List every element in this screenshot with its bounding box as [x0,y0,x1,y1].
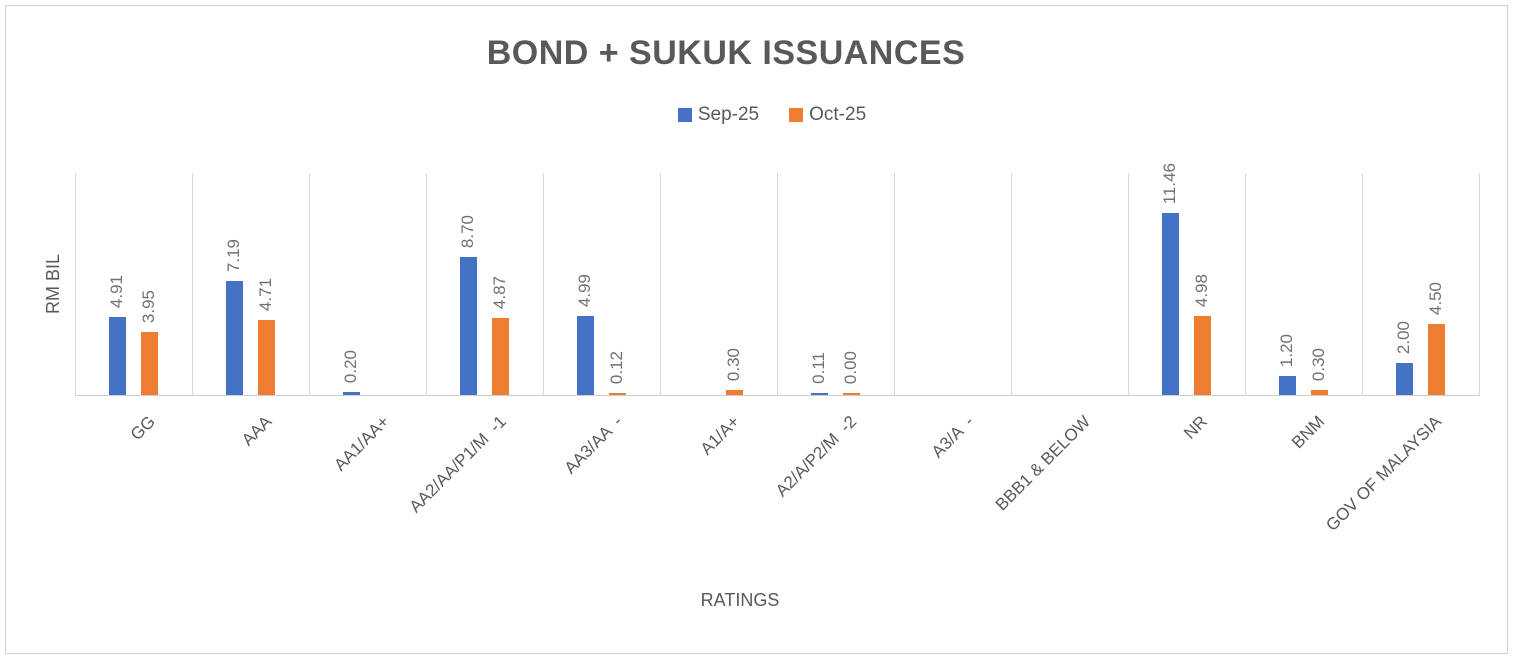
bar-oct-25-gov-of-malaysia [1428,324,1445,395]
y-axis-title-text: RM BIL [42,253,63,314]
gridline [75,173,76,395]
gridline [1011,173,1012,395]
bar-sep-25-aaa [226,281,243,395]
value-label-sep-25-a2-a-p2-m-2: 0.11 [809,352,828,384]
chart-title: BOND + SUKUK ISSUANCES [486,34,966,72]
value-label-sep-25-aaa: 7.19 [224,238,243,272]
value-label-oct-25-gov-of-malaysia: 4.50 [1426,281,1445,315]
bar-oct-25-aa2-aa-p1-m-1 [492,318,509,395]
x-axis-title: RATINGS [700,590,780,610]
value-label-sep-25-bnm: 1.20 [1277,333,1296,367]
gridline [543,173,544,395]
value-label-oct-25-aa2-aa-p1-m-1: 4.87 [490,275,509,309]
gridline [894,173,895,395]
legend: Sep-25 Oct-25 [31,104,1513,126]
gridline [1245,173,1246,395]
bar-oct-25-nr [1194,316,1211,395]
gridline [426,173,427,395]
y-axis-title: RM BIL [42,173,64,395]
value-label-oct-25-aaa: 4.71 [256,277,275,311]
x-tick-label-nr: NR [1180,412,1212,443]
plot-area: 4.91 3.95 7.19 4.71 0.20 8.70 4.87 4.99 0.12 0.30… [75,163,1480,395]
bar-oct-25-aaa [258,320,275,395]
bar-sep-25-gov-of-malaysia [1396,363,1413,395]
value-label-sep-25-aa2-aa-p1-m-1: 8.70 [458,214,477,248]
gridline [192,173,193,395]
gridline [777,173,778,395]
x-axis-line [75,395,1480,396]
x-tick-label-aa3-aa: AA3/AA - [560,412,627,478]
legend-label-oct-25: Oct-25 [809,104,867,125]
x-tick-label-a1-a: A1/A+ [696,412,744,459]
bar-oct-25-bnm [1311,390,1328,395]
bar-sep-25-a2-a-p2-m-2 [811,393,828,395]
value-label-oct-25-aa3-aa: 0.12 [607,350,626,384]
value-label-sep-25-aa3-aa: 4.99 [575,273,594,307]
x-tick-label-aaa: AAA [237,412,276,450]
value-label-sep-25-gov-of-malaysia: 2.00 [1394,320,1413,354]
value-label-oct-25-nr: 4.98 [1192,273,1211,307]
x-tick-label-gov-of-malaysia: GOV OF MALAYSIA [1322,412,1446,535]
x-axis-tick-labels: GG AAA AA1/AA+ AA2/AA/P1/M -1 AA3/AA - A1/A+ A… [75,395,1479,595]
value-label-sep-25-nr: 11.46 [1160,162,1179,204]
x-tick-label-a2-a-p2-m-2: A2/A/P2/M -2 [772,412,861,501]
bar-oct-25-aa3-aa [609,393,626,395]
gridline [1128,173,1129,395]
x-tick-label-aa2-aa-p1-m-1: AA2/AA/P1/M -1 [405,412,510,517]
value-label-oct-25-a1-a: 0.30 [724,347,743,381]
legend-swatch-oct-25-icon [789,108,804,122]
value-label-sep-25-gg: 4.91 [107,274,126,308]
x-tick-label-gg: GG [126,412,159,445]
bar-sep-25-gg [109,317,126,395]
bar-sep-25-aa1-aa [343,392,360,395]
legend-swatch-sep-25-icon [677,108,692,122]
bar-sep-25-bnm [1279,376,1296,395]
x-tick-label-bbb1-below: BBB1 & BELOW [992,412,1095,515]
gridline [1479,173,1480,395]
value-label-oct-25-gg: 3.95 [139,289,158,323]
legend-item-oct-25: Oct-25 [789,104,866,126]
x-tick-label-a3-a: A3/A - [927,412,978,462]
x-tick-label-aa1-aa: AA1/AA+ [329,412,393,475]
bar-sep-25-aa2-aa-p1-m-1 [460,257,477,395]
legend-label-sep-25: Sep-25 [697,104,760,125]
chart-border [5,5,1508,654]
bar-oct-25-gg [141,332,158,395]
value-label-sep-25-aa1-aa: 0.20 [341,349,360,383]
gridline [1362,173,1363,395]
value-label-oct-25-bnm: 0.30 [1309,347,1328,381]
value-label-oct-25-a2-a-p2-m-2: 0.00 [841,350,860,384]
legend-item-sep-25: Sep-25 [677,104,760,126]
bar-oct-25-a2-a-p2-m-2 [843,393,860,395]
bar-oct-25-a1-a [726,390,743,395]
x-tick-label-bnm: BNM [1288,412,1329,453]
gridline [309,173,310,395]
bar-sep-25-nr [1162,213,1179,395]
gridline [660,173,661,395]
bar-sep-25-aa3-aa [577,316,594,395]
